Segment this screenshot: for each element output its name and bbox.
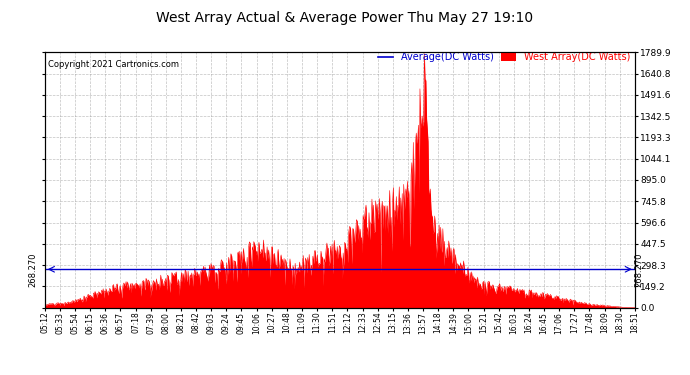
Text: 268.270: 268.270 [635, 252, 644, 286]
Text: Copyright 2021 Cartronics.com: Copyright 2021 Cartronics.com [48, 60, 179, 69]
Text: 268.270: 268.270 [28, 252, 37, 286]
Legend: Average(DC Watts), West Array(DC Watts): Average(DC Watts), West Array(DC Watts) [378, 52, 630, 62]
Text: West Array Actual & Average Power Thu May 27 19:10: West Array Actual & Average Power Thu Ma… [157, 11, 533, 25]
